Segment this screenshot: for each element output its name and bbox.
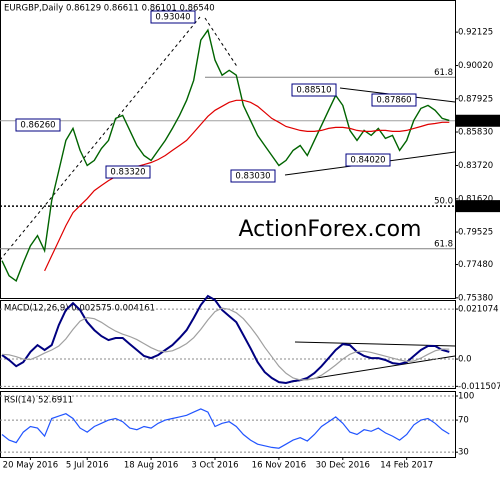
- price-marker-label: 0.81160: [458, 202, 493, 212]
- annotation-box: [291, 83, 337, 97]
- y-tick-label: 0.90020: [458, 61, 493, 71]
- annotation: 0.83030: [235, 172, 270, 182]
- y-tick-label: 0.75380: [458, 293, 493, 303]
- x-tick-label: 3 Oct 2016: [191, 461, 238, 471]
- rsi-panel: [0, 391, 456, 458]
- x-tick-label: 16 Nov 2016: [252, 461, 306, 471]
- y-tick-label: 0.81620: [458, 194, 493, 204]
- x-tick-label: 20 May 2016: [3, 461, 58, 471]
- annotation: 0.88510: [296, 86, 331, 96]
- x-tick-label: 30 Dec 2016: [316, 461, 370, 471]
- annotation: 0.83320: [110, 168, 145, 178]
- trendline: [204, 17, 239, 69]
- y-tick-label: 0.87925: [458, 94, 493, 104]
- annotation: 0.86260: [20, 121, 55, 131]
- series-line: [1, 408, 450, 449]
- fib-label: 61.8: [434, 68, 453, 78]
- watermark: ActionForex.com: [239, 217, 422, 242]
- price-marker: [456, 114, 500, 127]
- y-tick-label: -0.011507: [458, 382, 500, 392]
- macd-panel: [0, 300, 456, 389]
- y-tick-label: 0.021074: [458, 305, 499, 315]
- annotation-box: [105, 165, 151, 179]
- series-line: [1, 307, 450, 381]
- x-tick-label: 5 Jul 2016: [66, 461, 109, 471]
- price-panel: [0, 0, 456, 299]
- annotation: 0.84020: [350, 156, 385, 166]
- annotation: 0.87860: [376, 96, 411, 106]
- panel-title: RSI(14) 52.6911: [4, 396, 73, 406]
- annotation-box: [150, 10, 196, 24]
- fib-label: 50.0: [434, 197, 453, 207]
- y-tick-label: 100: [458, 392, 474, 402]
- panel-title: EURGBP,Daily 0.86129 0.86611 0.86101 0.8…: [4, 4, 215, 14]
- annotation: 0.93040: [155, 13, 190, 23]
- series-line: [1, 294, 450, 385]
- y-tick-label: 0.92125: [458, 28, 493, 38]
- price-marker-label: 0.86540: [458, 116, 493, 126]
- series-line: [44, 99, 450, 272]
- y-tick-label: 0.85830: [458, 128, 493, 138]
- annotation-box: [345, 153, 391, 167]
- annotation-box: [371, 93, 417, 107]
- y-tick-label: 0.77480: [458, 260, 493, 270]
- y-tick-label: 30: [458, 448, 469, 458]
- annotation-box: [230, 169, 276, 183]
- y-tick-label: 0.79525: [458, 228, 493, 238]
- x-tick-label: 14 Feb 2017: [380, 461, 433, 471]
- price-marker: [456, 200, 500, 213]
- x-tick-label: 18 Aug 2016: [124, 461, 178, 471]
- series-line: [1, 28, 450, 282]
- trendline: [0, 16, 201, 261]
- fib-label: 61.8: [434, 239, 453, 249]
- annotation-box: [15, 118, 61, 132]
- y-tick-label: 70: [458, 416, 469, 426]
- y-tick-label: 0.0: [458, 355, 472, 365]
- y-tick-label: 0.83720: [458, 161, 493, 171]
